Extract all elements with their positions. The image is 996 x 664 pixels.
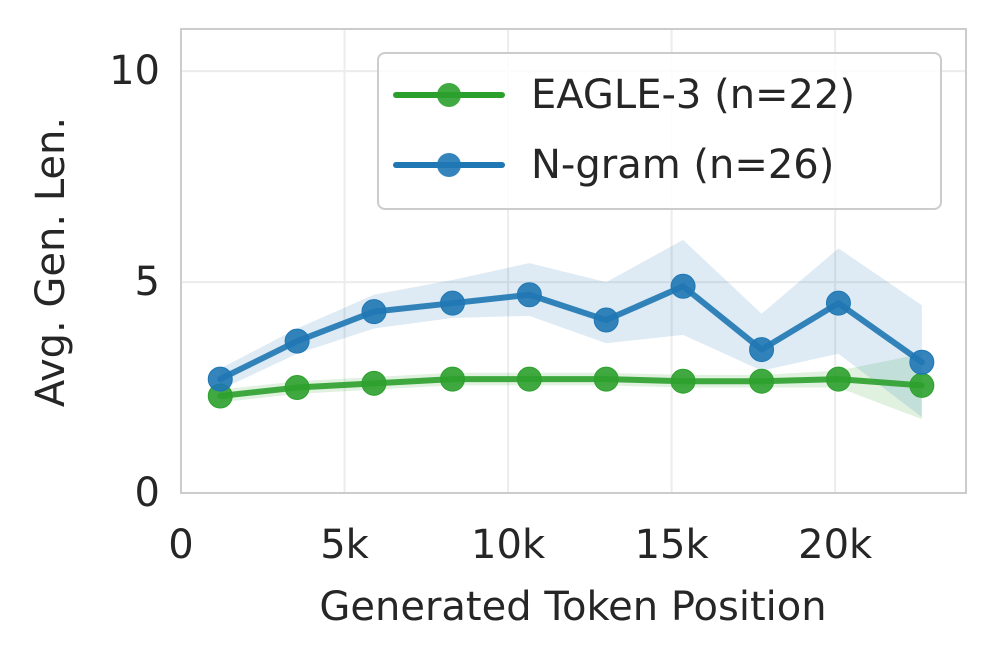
- legend-label-eagle3: EAGLE-3 (n=22): [531, 72, 855, 118]
- data-point-eagle3: [825, 366, 851, 392]
- y-tick-label: 10: [109, 48, 160, 94]
- legend-box: [377, 52, 942, 210]
- data-point-ngram: [207, 366, 233, 392]
- data-point-ngram: [284, 328, 310, 354]
- x-tick-label: 10k: [471, 522, 546, 568]
- data-point-ngram: [670, 273, 696, 299]
- y-tick-label: 5: [135, 259, 160, 305]
- series-line-ngram: [217, 283, 925, 383]
- legend-marker-ngram: [437, 153, 461, 177]
- confidence-band-ngram: [220, 239, 922, 418]
- legend-label-ngram: N-gram (n=26): [531, 142, 834, 188]
- data-point-eagle3: [909, 372, 935, 398]
- legend-marker-eagle3: [437, 83, 461, 107]
- data-point-ngram: [516, 282, 542, 308]
- data-point-ngram: [361, 299, 387, 325]
- data-point-eagle3: [593, 366, 619, 392]
- data-point-ngram: [909, 349, 935, 375]
- data-point-eagle3: [670, 368, 696, 394]
- tick-labels: 0 5k 10k 15k 20k 0 5 10: [109, 48, 873, 568]
- data-point-eagle3: [361, 370, 387, 396]
- data-point-ngram: [825, 290, 851, 316]
- plot-frame: [180, 28, 967, 494]
- y-axis-label: Avg. Gen. Len.: [28, 117, 74, 407]
- x-tick-label: 5k: [320, 522, 369, 568]
- x-tick-label: 20k: [798, 522, 873, 568]
- x-axis-label: Generated Token Position: [319, 584, 826, 630]
- x-tick-label: 0: [168, 522, 193, 568]
- y-tick-label: 0: [135, 470, 160, 516]
- series-points: [207, 273, 935, 409]
- data-point-ngram: [749, 337, 775, 363]
- data-point-ngram: [439, 290, 465, 316]
- data-point-eagle3: [284, 375, 310, 401]
- series-lines: [217, 283, 925, 399]
- data-point-ngram: [593, 307, 619, 333]
- x-tick-label: 15k: [635, 522, 710, 568]
- data-point-eagle3: [749, 368, 775, 394]
- data-point-eagle3: [439, 366, 465, 392]
- legend: EAGLE-3 (n=22) N-gram (n=26): [377, 52, 942, 210]
- series-line-eagle3: [217, 376, 925, 399]
- data-point-eagle3: [516, 366, 542, 392]
